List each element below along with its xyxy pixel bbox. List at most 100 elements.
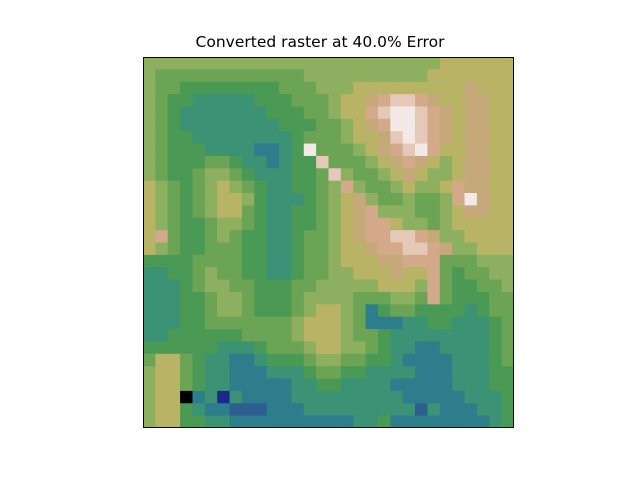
- raster-cell: [452, 118, 466, 132]
- raster-cell: [377, 304, 391, 318]
- raster-cell: [476, 304, 490, 318]
- raster-cell: [353, 291, 367, 305]
- raster-cell: [229, 390, 243, 404]
- raster-cell: [377, 415, 391, 428]
- raster-cell: [365, 304, 379, 318]
- raster-cell: [155, 378, 169, 392]
- raster-cell: [291, 267, 305, 281]
- raster-cell: [353, 378, 367, 392]
- raster-cell: [217, 279, 231, 293]
- raster-cell: [415, 329, 429, 343]
- raster-cell: [328, 279, 342, 293]
- raster-cell: [464, 94, 478, 108]
- raster-cell: [353, 390, 367, 404]
- raster-cell: [390, 378, 404, 392]
- raster-cell: [390, 230, 404, 244]
- raster-cell: [229, 329, 243, 343]
- raster-cell: [316, 94, 330, 108]
- raster-cell: [476, 180, 490, 194]
- raster-cell: [192, 267, 206, 281]
- raster-cell: [353, 242, 367, 256]
- raster-cell: [229, 217, 243, 231]
- raster-cell: [241, 390, 255, 404]
- raster-cell: [353, 69, 367, 83]
- raster-cell: [464, 230, 478, 244]
- raster-cell: [489, 94, 503, 108]
- raster-cell: [340, 378, 354, 392]
- raster-cell: [489, 267, 503, 281]
- raster-cell: [340, 155, 354, 169]
- raster-cell: [155, 118, 169, 132]
- raster-cell: [402, 155, 416, 169]
- raster-cell: [390, 403, 404, 417]
- raster-cell: [192, 118, 206, 132]
- raster-cell: [415, 217, 429, 231]
- raster-cell: [266, 131, 280, 145]
- raster-cell: [390, 267, 404, 281]
- raster-cell: [155, 415, 169, 428]
- raster-cell: [167, 180, 181, 194]
- raster-cell: [427, 180, 441, 194]
- raster-cell: [180, 180, 194, 194]
- raster-cell: [167, 205, 181, 219]
- raster-cell: [241, 168, 255, 182]
- raster-cell: [155, 131, 169, 145]
- raster-cell: [340, 242, 354, 256]
- raster-cell: [340, 106, 354, 120]
- raster-cell: [402, 279, 416, 293]
- raster-cell: [427, 353, 441, 367]
- raster-cell: [365, 57, 379, 70]
- raster-cell: [452, 180, 466, 194]
- raster-cell: [439, 230, 453, 244]
- raster-cell: [204, 205, 218, 219]
- raster-cell: [489, 168, 503, 182]
- raster-cell: [427, 81, 441, 95]
- raster-cell: [340, 279, 354, 293]
- raster-cell: [377, 193, 391, 206]
- raster-cell: [217, 341, 231, 355]
- raster-cell: [365, 415, 379, 428]
- raster-cell: [192, 279, 206, 293]
- raster-cell: [204, 180, 218, 194]
- raster-cell: [501, 304, 514, 318]
- raster-cell: [452, 329, 466, 343]
- raster-cell: [279, 304, 292, 318]
- raster-cell: [501, 291, 514, 305]
- raster-cell: [501, 193, 514, 206]
- raster-cell: [415, 230, 429, 244]
- raster-cell: [279, 131, 292, 145]
- raster-cell: [390, 304, 404, 318]
- raster-cell: [279, 316, 292, 330]
- raster-cell: [353, 415, 367, 428]
- raster-cell: [143, 242, 156, 256]
- raster-cell: [501, 94, 514, 108]
- raster-cell: [452, 403, 466, 417]
- raster-cell: [340, 304, 354, 318]
- raster-cell: [204, 69, 218, 83]
- raster-cell: [291, 242, 305, 256]
- raster-cell: [377, 143, 391, 157]
- raster-cell: [316, 205, 330, 219]
- raster-cell: [155, 279, 169, 293]
- raster-cell: [167, 131, 181, 145]
- raster-cell: [340, 353, 354, 367]
- raster-cell: [316, 279, 330, 293]
- raster-cell: [415, 81, 429, 95]
- raster-cell: [390, 155, 404, 169]
- raster-cell: [377, 230, 391, 244]
- raster-cell: [217, 180, 231, 194]
- raster-cell: [279, 106, 292, 120]
- raster-cell: [489, 217, 503, 231]
- raster-cell: [427, 341, 441, 355]
- raster-cell: [316, 378, 330, 392]
- raster-cell: [439, 415, 453, 428]
- raster-cell: [328, 143, 342, 157]
- raster-cell: [143, 69, 156, 83]
- raster-cell: [229, 230, 243, 244]
- raster-cell: [415, 155, 429, 169]
- raster-cell: [328, 366, 342, 380]
- raster-cell: [501, 131, 514, 145]
- raster-cell: [192, 106, 206, 120]
- raster-cell: [501, 415, 514, 428]
- raster-cell: [254, 366, 268, 380]
